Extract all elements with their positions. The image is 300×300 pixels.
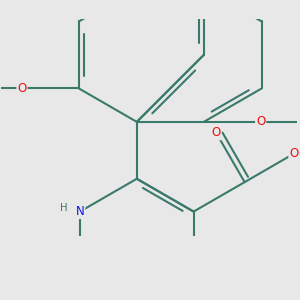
Text: O: O bbox=[256, 116, 265, 128]
Text: O: O bbox=[17, 82, 27, 95]
Text: N: N bbox=[76, 205, 84, 218]
Text: O: O bbox=[289, 147, 298, 160]
Text: O: O bbox=[212, 126, 221, 140]
Text: H: H bbox=[59, 202, 67, 213]
